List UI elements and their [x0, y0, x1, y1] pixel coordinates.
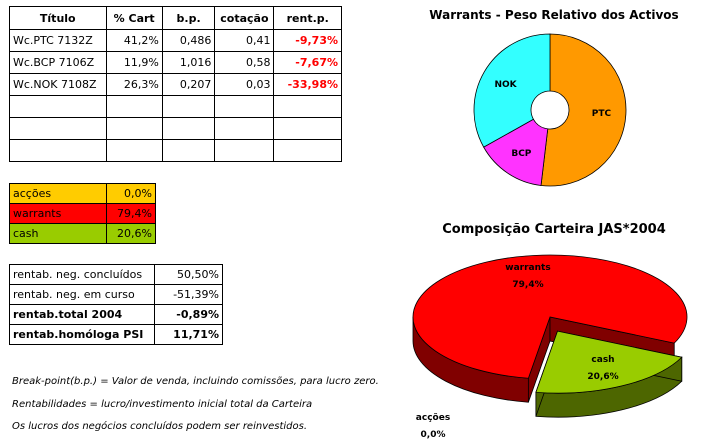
warrants-chart-title: Warrants - Peso Relativo dos Activos	[429, 8, 679, 22]
table-row	[9, 95, 342, 118]
returns-table: rentab. neg. concluídos 50,50% rentab. neg…	[9, 264, 223, 345]
table-cell: 0,03	[214, 73, 275, 96]
table-cell: Wc.PTC 7132Z	[9, 29, 107, 52]
table-cell	[273, 117, 342, 140]
table-cell: -9,73%	[273, 29, 342, 52]
pie-value-label: 79,4%	[512, 280, 543, 290]
table-cell	[161, 117, 216, 140]
table-row: Wc.BCP 7106Z 11,9% 1,016 0,58 -7,67%	[9, 51, 342, 74]
returns-value: -51,39%	[154, 284, 223, 305]
donut-slice-nok	[473, 33, 551, 148]
pie-slice-cash-top	[535, 330, 683, 394]
table-cell: -7,67%	[273, 51, 342, 74]
table-row	[9, 139, 342, 162]
table-cell: 0,41	[214, 29, 275, 52]
returns-row: rentab. neg. em curso -51,39%	[9, 284, 223, 305]
table-row: Wc.PTC 7132Z 41,2% 0,486 0,41 -9,73%	[9, 29, 342, 52]
allocation-value: 20,6%	[106, 223, 156, 244]
composition-chart-title: Composição Carteira JAS*2004	[442, 222, 666, 237]
returns-label: rentab.total 2004	[9, 304, 155, 325]
allocation-row: warrants 79,4%	[9, 203, 156, 224]
allocation-label: warrants	[9, 203, 107, 224]
table-cell	[9, 139, 107, 162]
table-cell	[273, 95, 342, 118]
returns-value: 11,71%	[154, 324, 223, 345]
allocation-row: cash 20,6%	[9, 223, 156, 244]
column-header: Título	[9, 6, 107, 30]
table-cell: 41,2%	[105, 29, 163, 52]
allocation-label: acções	[9, 183, 107, 204]
donut-label-bcp: BCP	[511, 149, 531, 159]
note-rentabilidades: Rentabilidades = lucro/investimento inic…	[12, 399, 313, 410]
pie-value-label: 0,0%	[421, 430, 446, 440]
warrants-donut-chart: PTC BCP NOK	[473, 33, 627, 187]
returns-value: -0,89%	[154, 304, 223, 325]
composition-pie-chart: warrants 79,4% cash 20,6% acções 0,0%	[412, 254, 688, 440]
pie-label-cash: cash	[591, 355, 614, 365]
table-cell	[9, 95, 107, 118]
table-cell	[273, 139, 342, 162]
returns-row: rentab. neg. concluídos 50,50%	[9, 264, 223, 285]
table-cell: 0,58	[214, 51, 275, 74]
table-cell: 1,016	[161, 51, 216, 74]
returns-value: 50,50%	[154, 264, 223, 285]
donut-slice-ptc	[540, 33, 627, 187]
table-cell: 0,486	[161, 29, 216, 52]
column-header: b.p.	[161, 6, 216, 30]
table-cell	[161, 139, 216, 162]
table-cell: 0,207	[161, 73, 216, 96]
table-cell	[161, 95, 216, 118]
warrants-table: Título % Cart b.p. cotação rent.p. Wc.PT…	[9, 6, 342, 162]
note-lucros: Os lucros dos negócios concluídos podem …	[12, 421, 308, 432]
allocation-label: cash	[9, 223, 107, 244]
pie-value-label: 20,6%	[587, 372, 618, 382]
returns-row: rentab.total 2004 -0,89%	[9, 304, 223, 325]
note-break-point: Break-point(b.p.) = Valor de venda, incl…	[12, 376, 379, 387]
table-cell	[214, 95, 275, 118]
returns-label: rentab. neg. em curso	[9, 284, 155, 305]
pie-label-acções: acções	[416, 413, 450, 423]
column-header: cotação	[214, 6, 275, 30]
table-cell	[105, 95, 163, 118]
column-header: rent.p.	[273, 6, 342, 30]
table-cell: Wc.NOK 7108Z	[9, 73, 107, 96]
donut-label-ptc: PTC	[592, 109, 612, 119]
table-cell: 11,9%	[105, 51, 163, 74]
table-cell: Wc.BCP 7106Z	[9, 51, 107, 74]
table-cell	[214, 117, 275, 140]
returns-row: rentab.homóloga PSI 11,71%	[9, 324, 223, 345]
allocation-value: 79,4%	[106, 203, 156, 224]
returns-label: rentab.homóloga PSI	[9, 324, 155, 345]
table-cell	[9, 117, 107, 140]
table-row	[9, 117, 342, 140]
table-cell: 26,3%	[105, 73, 163, 96]
returns-label: rentab. neg. concluídos	[9, 264, 155, 285]
table-cell: -33,98%	[273, 73, 342, 96]
allocation-value: 0,0%	[106, 183, 156, 204]
pie-label-warrants: warrants	[505, 263, 550, 273]
allocation-table: acções 0,0% warrants 79,4% cash 20,6%	[9, 183, 156, 244]
allocation-row: acções 0,0%	[9, 183, 156, 204]
table-header-row: Título % Cart b.p. cotação rent.p.	[9, 6, 342, 30]
donut-slice-bcp	[483, 118, 549, 186]
column-header: % Cart	[105, 6, 163, 30]
pie-slice-warrants-top	[412, 254, 688, 379]
table-cell	[105, 117, 163, 140]
table-row: Wc.NOK 7108Z 26,3% 0,207 0,03 -33,98%	[9, 73, 342, 96]
donut-label-nok: NOK	[494, 80, 517, 90]
table-cell	[214, 139, 275, 162]
table-cell	[105, 139, 163, 162]
